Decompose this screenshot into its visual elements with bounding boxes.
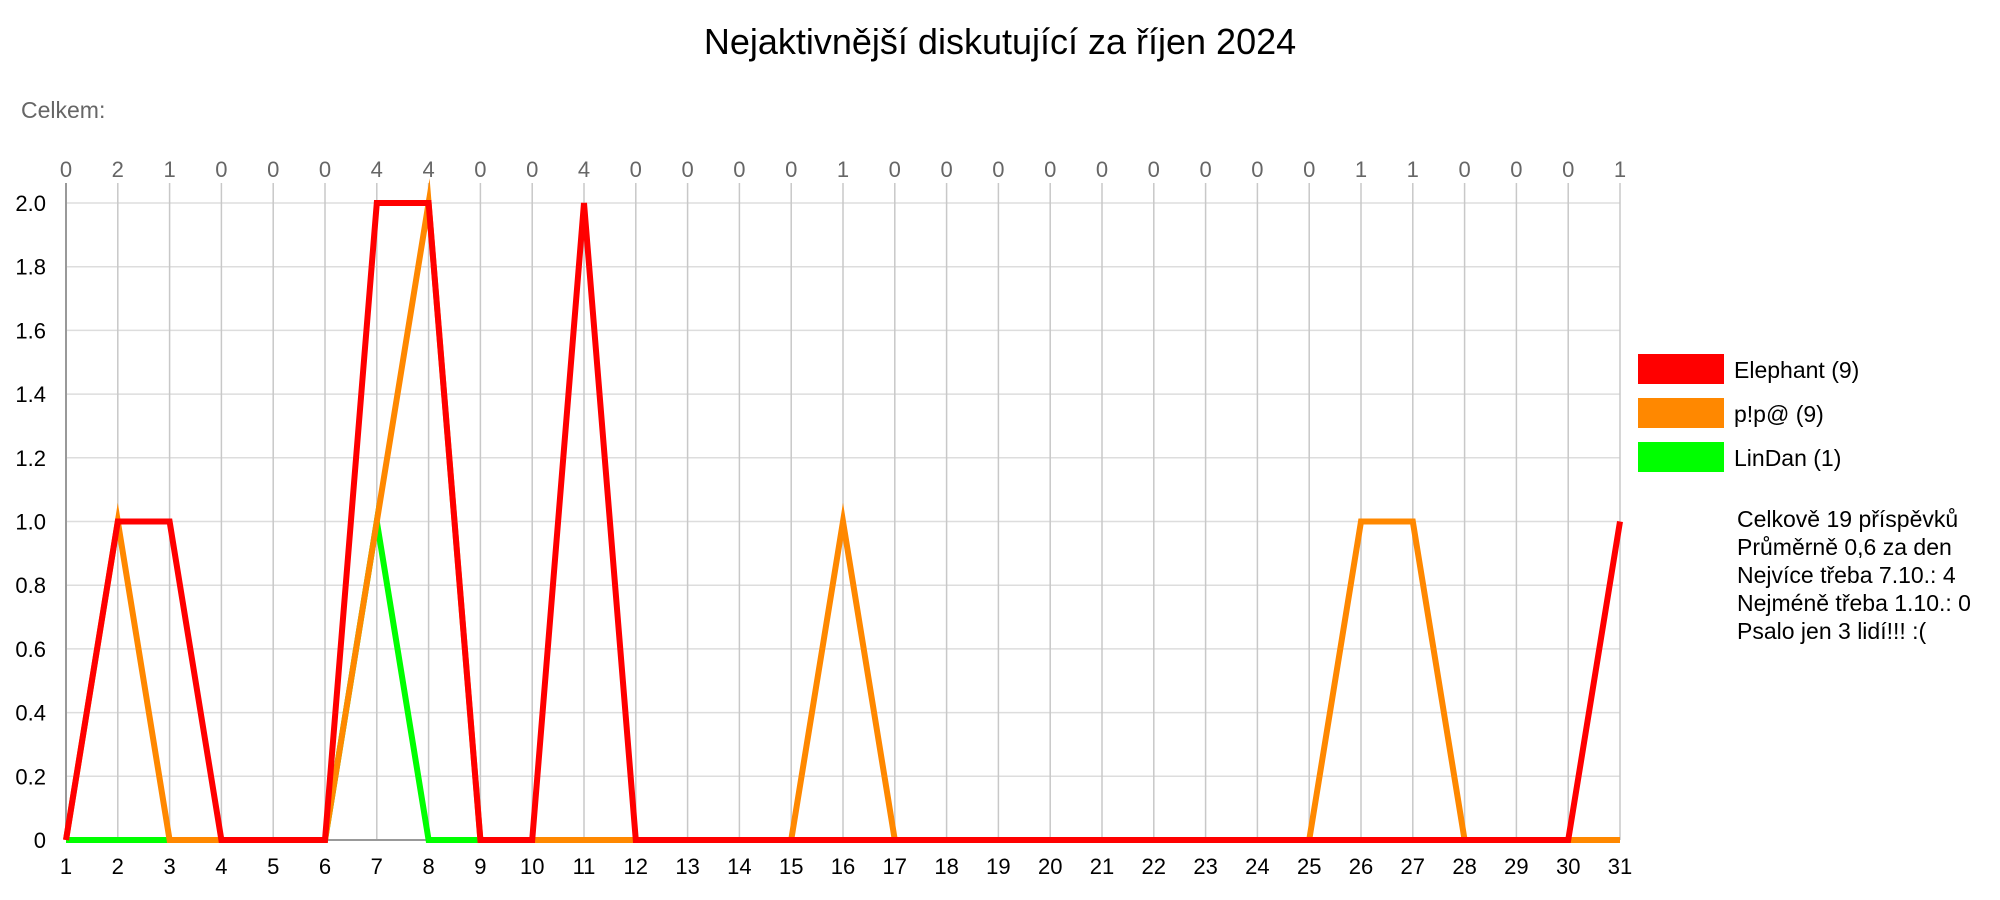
x-tick-label: 24 — [1245, 854, 1269, 879]
x-tick-label: 29 — [1504, 854, 1528, 879]
daily-total-label: 1 — [837, 157, 849, 182]
legend-swatch — [1638, 398, 1724, 428]
stats-line: Nejméně třeba 1.10.: 0 — [1737, 590, 1971, 616]
y-tick-label: 1.0 — [15, 510, 46, 535]
stats-panel: Celkově 19 příspěvků Průměrně 0,6 za den N… — [1737, 505, 1971, 645]
y-tick-label: 0.8 — [15, 573, 46, 598]
daily-total-label: 0 — [1044, 157, 1056, 182]
daily-total-label: 0 — [1096, 157, 1108, 182]
x-tick-label: 19 — [986, 854, 1010, 879]
daily-total-label: 0 — [681, 157, 693, 182]
x-tick-label: 17 — [883, 854, 907, 879]
x-tick-label: 5 — [267, 854, 279, 879]
series-lines — [63, 178, 1623, 843]
daily-total-label: 0 — [630, 157, 642, 182]
x-tick-label: 30 — [1556, 854, 1580, 879]
x-tick-label: 2 — [112, 854, 124, 879]
x-tick-label: 28 — [1452, 854, 1476, 879]
daily-total-label: 0 — [1199, 157, 1211, 182]
daily-total-label: 0 — [733, 157, 745, 182]
x-tick-label: 14 — [727, 854, 751, 879]
legend-swatch — [1638, 442, 1724, 472]
y-tick-label: 0 — [34, 828, 46, 853]
labels: Nejaktivnější diskutující za říjen 2024 C… — [15, 21, 1632, 879]
daily-total-label: 4 — [371, 157, 383, 182]
x-tick-label: 8 — [422, 854, 434, 879]
x-tick-label: 18 — [934, 854, 958, 879]
y-tick-label: 0.6 — [15, 637, 46, 662]
daily-total-label: 0 — [526, 157, 538, 182]
x-tick-label: 13 — [675, 854, 699, 879]
x-tick-label: 20 — [1038, 854, 1062, 879]
x-tick-label: 1 — [60, 854, 72, 879]
legend: Elephant (9) p!p@ (9) LinDan (1) — [1638, 354, 1859, 472]
daily-total-label: 0 — [1510, 157, 1522, 182]
y-tick-label: 1.8 — [15, 255, 46, 280]
x-tick-label: 16 — [831, 854, 855, 879]
daily-total-label: 0 — [1562, 157, 1574, 182]
x-tick-label: 27 — [1401, 854, 1425, 879]
daily-total-label: 0 — [215, 157, 227, 182]
daily-total-label: 2 — [112, 157, 124, 182]
legend-label: LinDan (1) — [1734, 445, 1841, 471]
x-tick-label: 4 — [215, 854, 227, 879]
stats-line: Nejvíce třeba 7.10.: 4 — [1737, 562, 1956, 588]
y-tick-label: 2.0 — [15, 191, 46, 216]
x-tick-label: 22 — [1142, 854, 1166, 879]
daily-total-label: 0 — [60, 157, 72, 182]
daily-total-label: 1 — [1407, 157, 1419, 182]
legend-label: Elephant (9) — [1734, 357, 1859, 383]
y-tick-label: 0.4 — [15, 701, 46, 726]
daily-total-label: 0 — [1458, 157, 1470, 182]
y-tick-label: 1.2 — [15, 446, 46, 471]
chart-title: Nejaktivnější diskutující za říjen 2024 — [704, 21, 1296, 62]
series-line-2 — [63, 200, 1623, 843]
legend-swatch — [1638, 354, 1724, 384]
x-tick-label: 23 — [1193, 854, 1217, 879]
daily-total-label: 0 — [940, 157, 952, 182]
x-tick-label: 11 — [573, 854, 596, 879]
x-tick-label: 10 — [520, 854, 544, 879]
x-tick-label: 12 — [624, 854, 648, 879]
x-tick-label: 31 — [1608, 854, 1632, 879]
y-tick-label: 0.2 — [15, 764, 46, 789]
daily-total-label: 1 — [163, 157, 175, 182]
stats-line: Psalo jen 3 lidí!!! :( — [1737, 618, 1927, 644]
x-tick-label: 6 — [319, 854, 331, 879]
x-tick-label: 7 — [371, 854, 383, 879]
x-tick-label: 3 — [163, 854, 175, 879]
x-tick-label: 15 — [779, 854, 803, 879]
daily-total-label: 4 — [422, 157, 434, 182]
x-tick-label: 26 — [1349, 854, 1373, 879]
daily-total-label: 0 — [992, 157, 1004, 182]
total-label: Celkem: — [21, 97, 105, 123]
daily-total-label: 0 — [1148, 157, 1160, 182]
stats-line: Průměrně 0,6 za den — [1737, 534, 1952, 560]
daily-total-label: 0 — [889, 157, 901, 182]
daily-total-label: 4 — [578, 157, 590, 182]
y-tick-label: 1.6 — [15, 318, 46, 343]
daily-total-label: 1 — [1355, 157, 1367, 182]
daily-total-label: 0 — [474, 157, 486, 182]
x-tick-label: 9 — [474, 854, 486, 879]
stats-line: Celkově 19 příspěvků — [1737, 506, 1959, 532]
daily-total-label: 0 — [785, 157, 797, 182]
daily-total-label: 0 — [1303, 157, 1315, 182]
daily-total-label: 0 — [319, 157, 331, 182]
legend-label: p!p@ (9) — [1734, 401, 1824, 427]
x-tick-label: 21 — [1090, 854, 1114, 879]
daily-total-label: 0 — [267, 157, 279, 182]
daily-total-label: 1 — [1614, 157, 1626, 182]
y-tick-label: 1.4 — [15, 382, 46, 407]
x-tick-label: 25 — [1297, 854, 1321, 879]
daily-total-label: 0 — [1251, 157, 1263, 182]
